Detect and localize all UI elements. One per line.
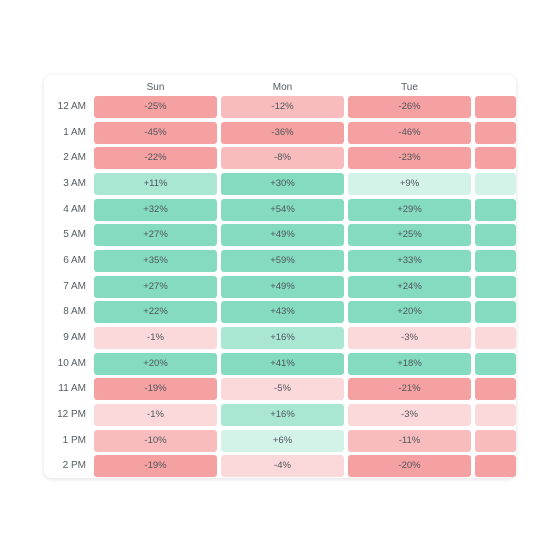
heatmap-cell[interactable]: +54% bbox=[221, 199, 344, 221]
heatmap-cell-partial[interactable] bbox=[475, 122, 516, 144]
heatmap-cell[interactable]: +20% bbox=[348, 301, 471, 323]
heatmap-cell-partial[interactable] bbox=[475, 430, 516, 452]
heatmap-cell[interactable]: -36% bbox=[221, 122, 344, 144]
heatmap-cell[interactable]: +33% bbox=[348, 250, 471, 272]
heatmap-cell[interactable]: -1% bbox=[94, 327, 217, 349]
row-label: 12 PM bbox=[57, 409, 86, 420]
row-label: 7 AM bbox=[63, 281, 86, 292]
heatmap-cell[interactable]: -3% bbox=[348, 404, 471, 426]
heatmap-cell-partial[interactable] bbox=[475, 224, 516, 246]
heatmap-cell-partial[interactable] bbox=[475, 378, 516, 400]
heatmap-cell[interactable]: +43% bbox=[221, 301, 344, 323]
column-header-tue: Tue bbox=[401, 82, 418, 93]
heatmap-cell[interactable]: +11% bbox=[94, 173, 217, 195]
heatmap-cell[interactable]: +22% bbox=[94, 301, 217, 323]
heatmap-cell[interactable]: +24% bbox=[348, 276, 471, 298]
row-label: 5 AM bbox=[63, 229, 86, 240]
heatmap-cell[interactable]: -25% bbox=[94, 96, 217, 118]
heatmap-cell[interactable]: +20% bbox=[94, 353, 217, 375]
heatmap-cell[interactable]: +16% bbox=[221, 327, 344, 349]
heatmap-cell-partial[interactable] bbox=[475, 276, 516, 298]
heatmap-cell[interactable]: -23% bbox=[348, 147, 471, 169]
heatmap-cell-partial[interactable] bbox=[475, 250, 516, 272]
row-label: 8 AM bbox=[63, 306, 86, 317]
row-label: 6 AM bbox=[63, 255, 86, 266]
heatmap-cell[interactable]: -19% bbox=[94, 455, 217, 477]
heatmap-cell[interactable]: -46% bbox=[348, 122, 471, 144]
heatmap-cell-partial[interactable] bbox=[475, 199, 516, 221]
row-label: 3 AM bbox=[63, 178, 86, 189]
heatmap-cell[interactable]: +9% bbox=[348, 173, 471, 195]
row-label: 10 AM bbox=[57, 358, 86, 369]
heatmap-cell[interactable]: -26% bbox=[348, 96, 471, 118]
heatmap-cell[interactable]: +49% bbox=[221, 276, 344, 298]
heatmap-cell[interactable]: -22% bbox=[94, 147, 217, 169]
row-label: 4 AM bbox=[63, 204, 86, 215]
heatmap-cell[interactable]: -11% bbox=[348, 430, 471, 452]
heatmap-cell[interactable]: +41% bbox=[221, 353, 344, 375]
row-label: 9 AM bbox=[63, 332, 86, 343]
heatmap-cell[interactable]: +30% bbox=[221, 173, 344, 195]
row-label: 1 AM bbox=[63, 127, 86, 138]
heatmap-cell[interactable]: -19% bbox=[94, 378, 217, 400]
heatmap-cell[interactable]: -20% bbox=[348, 455, 471, 477]
heatmap-cell-partial[interactable] bbox=[475, 455, 516, 477]
heatmap-cell[interactable]: +16% bbox=[221, 404, 344, 426]
column-header-mon: Mon bbox=[272, 82, 293, 93]
heatmap-cell-partial[interactable] bbox=[475, 147, 516, 169]
heatmap-cell[interactable]: -10% bbox=[94, 430, 217, 452]
heatmap-cell[interactable]: +27% bbox=[94, 276, 217, 298]
heatmap-cell[interactable]: -3% bbox=[348, 327, 471, 349]
heatmap-cell[interactable]: +59% bbox=[221, 250, 344, 272]
row-label: 2 AM bbox=[63, 152, 86, 163]
heatmap-cell[interactable]: -1% bbox=[94, 404, 217, 426]
heatmap-cell[interactable]: -4% bbox=[221, 455, 344, 477]
heatmap-cell[interactable]: +6% bbox=[221, 430, 344, 452]
column-header-sun: Sun bbox=[146, 82, 165, 93]
heatmap-cell-partial[interactable] bbox=[475, 173, 516, 195]
heatmap-cell-partial[interactable] bbox=[475, 353, 516, 375]
heatmap-cell[interactable]: -5% bbox=[221, 378, 344, 400]
heatmap-cell[interactable]: +27% bbox=[94, 224, 217, 246]
heatmap-cell-partial[interactable] bbox=[475, 327, 516, 349]
row-label: 1 PM bbox=[62, 435, 86, 446]
heatmap-cell[interactable]: +49% bbox=[221, 224, 344, 246]
heatmap-cell[interactable]: +29% bbox=[348, 199, 471, 221]
heatmap-cell[interactable]: +25% bbox=[348, 224, 471, 246]
heatmap-cell-partial[interactable] bbox=[475, 96, 516, 118]
heatmap-cell[interactable]: -12% bbox=[221, 96, 344, 118]
row-label: 2 PM bbox=[62, 460, 86, 471]
heatmap-cell[interactable]: +35% bbox=[94, 250, 217, 272]
heatmap-cell[interactable]: -8% bbox=[221, 147, 344, 169]
row-label: 12 AM bbox=[57, 101, 86, 112]
heatmap-cell[interactable]: -21% bbox=[348, 378, 471, 400]
heatmap-grid: Sun Mon Tue 12 AM -25% -12% -26% 1 AM -45% -36% -4… bbox=[57, 82, 516, 477]
heatmap-cell[interactable]: +18% bbox=[348, 353, 471, 375]
heatmap-cell-partial[interactable] bbox=[475, 301, 516, 323]
heatmap-cell[interactable]: -45% bbox=[94, 122, 217, 144]
row-label: 11 AM bbox=[58, 383, 86, 394]
heatmap-cell[interactable]: +32% bbox=[94, 199, 217, 221]
heatmap-cell-partial[interactable] bbox=[475, 404, 516, 426]
